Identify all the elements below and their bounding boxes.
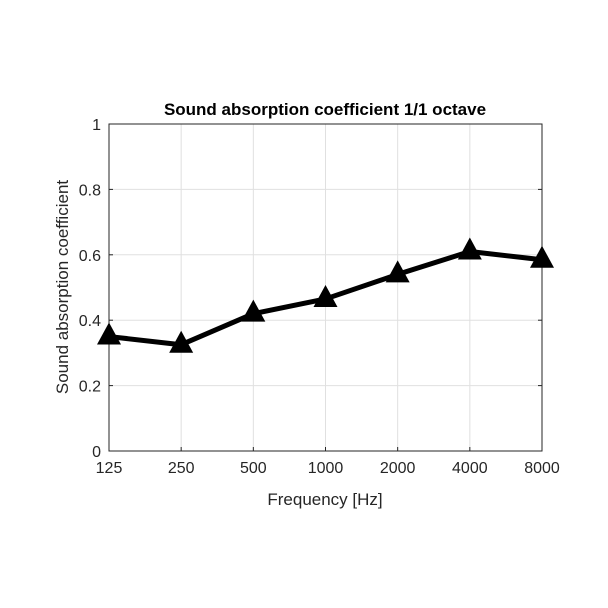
data-point-triangle xyxy=(457,237,482,260)
data-point-triangle xyxy=(169,330,194,353)
x-tick-label: 2000 xyxy=(380,460,416,477)
x-tick-label: 8000 xyxy=(524,460,560,477)
y-tick-label: 0.8 xyxy=(79,182,101,199)
x-tick-label: 4000 xyxy=(452,460,488,477)
y-tick-label: 0 xyxy=(92,444,101,461)
data-point-triangle xyxy=(97,322,121,345)
y-tick-label: 0.2 xyxy=(79,379,101,396)
x-tick-label: 125 xyxy=(96,460,123,477)
y-tick-label: 0.6 xyxy=(79,248,101,265)
x-tick-label: 500 xyxy=(240,460,267,477)
chart-title: Sound absorption coefficient 1/1 octave xyxy=(164,100,486,119)
y-tick-label: 1 xyxy=(92,117,101,134)
data-point-triangle xyxy=(313,284,338,307)
y-axis-label: Sound absorption coefficient xyxy=(53,180,72,395)
x-axis-label: Frequency [Hz] xyxy=(267,490,382,509)
x-tick-label: 1000 xyxy=(308,460,344,477)
x-tick-label: 250 xyxy=(168,460,195,477)
data-point-triangle xyxy=(530,245,554,268)
y-tick-label: 0.4 xyxy=(79,313,101,330)
data-point-triangle xyxy=(241,299,266,322)
data-point-triangle xyxy=(385,260,410,283)
